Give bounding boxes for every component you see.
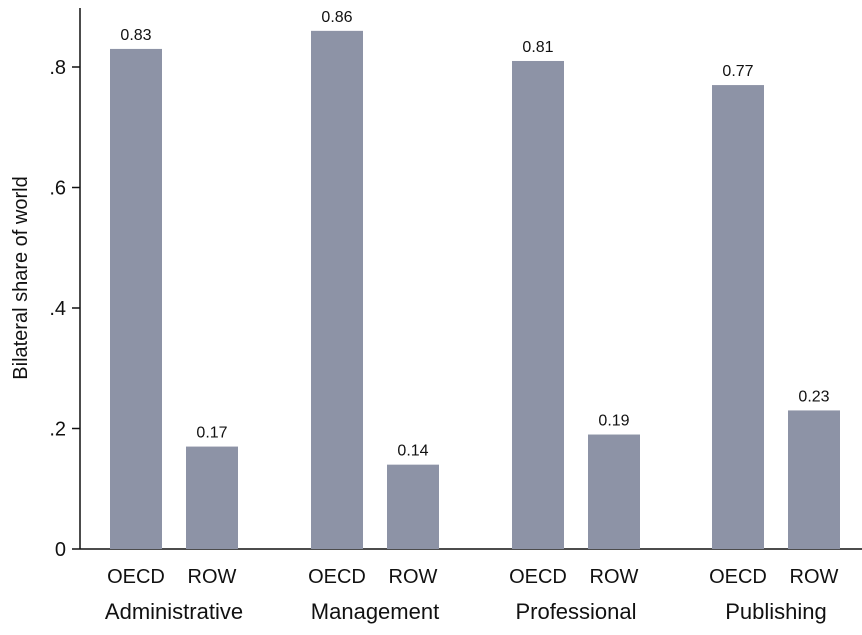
category-label: OECD <box>709 566 767 588</box>
category-label: OECD <box>107 566 165 588</box>
bar-value-label: 0.83 <box>120 27 151 44</box>
bar-value-labels: 0.83 0.17 0.86 0.14 0.81 0.19 0.77 0.23 <box>120 9 829 460</box>
y-axis: 0 .2 .4 .6 .8 <box>49 8 81 561</box>
y-axis-title: Bilateral share of world <box>10 176 32 379</box>
bar-value-label: 0.19 <box>598 413 629 430</box>
category-labels: OECD ROW OECD ROW OECD ROW OECD ROW <box>107 566 838 588</box>
y-tick-label: .8 <box>49 57 66 79</box>
bar-management-row <box>387 464 439 549</box>
y-tick-label: 0 <box>55 539 66 561</box>
bar-professional-oecd <box>512 60 564 549</box>
category-label: OECD <box>509 566 567 588</box>
group-label-publishing: Publishing <box>725 599 827 624</box>
bar-value-label: 0.17 <box>196 425 227 442</box>
category-label: ROW <box>790 566 839 588</box>
category-label: OECD <box>308 566 366 588</box>
group-label-management: Management <box>311 599 439 624</box>
bar-publishing-row <box>788 410 840 549</box>
bar-administrative-row <box>186 446 238 549</box>
bar-administrative-oecd <box>110 48 162 550</box>
bars <box>110 30 840 550</box>
y-tick-label: .2 <box>49 419 66 441</box>
bar-publishing-oecd <box>712 85 764 549</box>
category-label: ROW <box>590 566 639 588</box>
bar-professional-row <box>588 434 640 549</box>
y-tick-label: .6 <box>49 178 66 200</box>
bar-value-label: 0.86 <box>321 9 352 26</box>
group-labels: Administrative Management Professional Publ… <box>105 599 827 624</box>
category-label: ROW <box>188 566 237 588</box>
group-label-professional: Professional <box>515 599 636 624</box>
bar-value-label: 0.81 <box>522 39 553 56</box>
bar-value-label: 0.23 <box>798 388 829 405</box>
y-tick-label: .4 <box>49 298 66 320</box>
bar-value-label: 0.77 <box>722 63 753 80</box>
bar-value-label: 0.14 <box>397 443 428 460</box>
category-label: ROW <box>389 566 438 588</box>
group-label-administrative: Administrative <box>105 599 243 624</box>
bar-management-oecd <box>311 30 363 550</box>
